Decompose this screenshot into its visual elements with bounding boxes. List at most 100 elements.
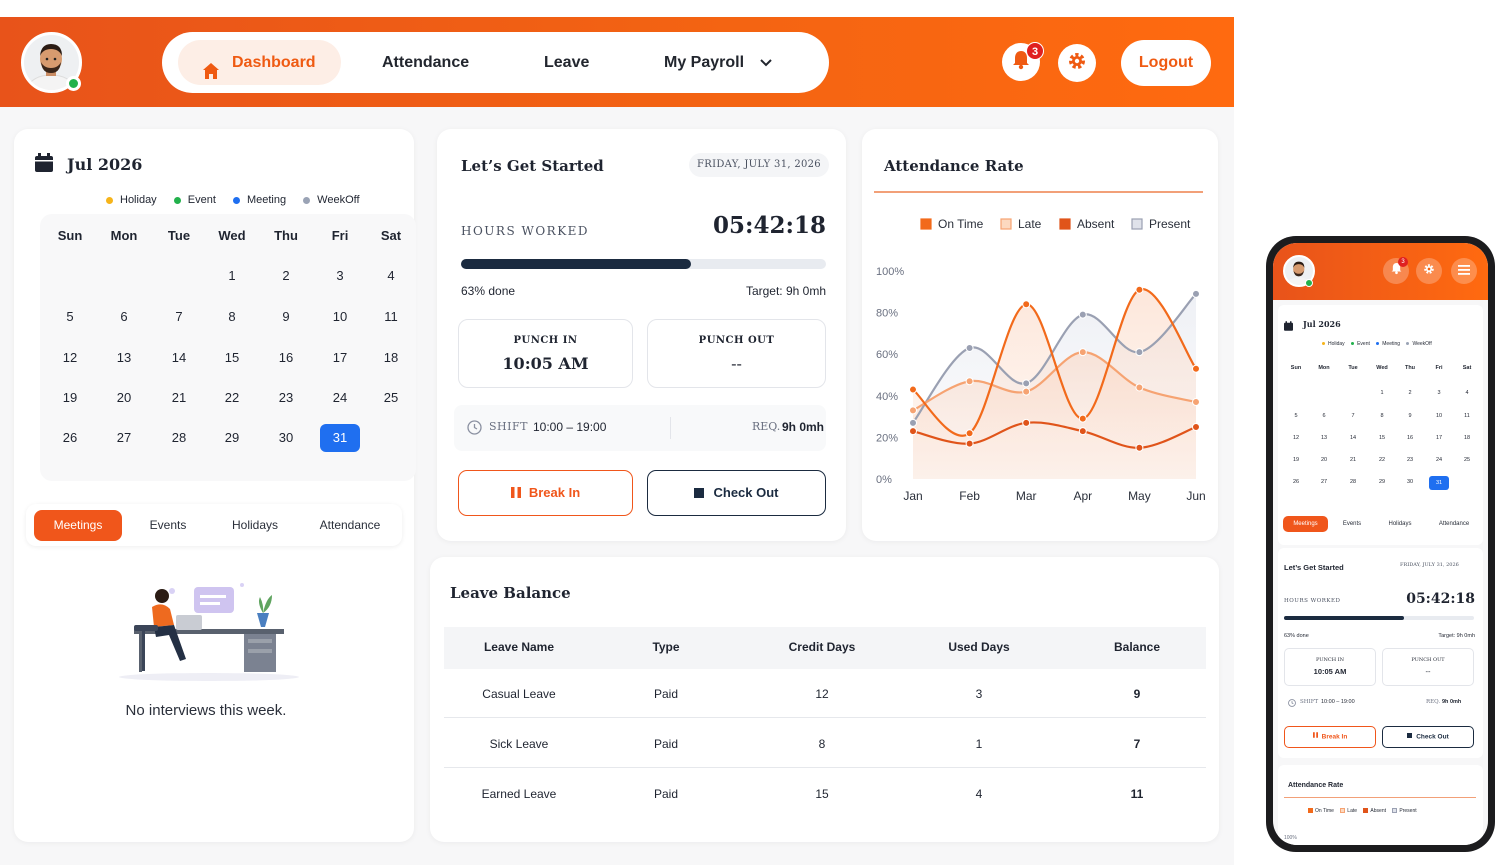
mobile-calendar-day[interactable]: 5 (1294, 413, 1298, 419)
mobile-calendar-day-selected[interactable]: 31 (1429, 476, 1449, 490)
mobile-calendar-day[interactable]: 30 (1406, 479, 1414, 485)
tab-holidays[interactable]: Holidays (231, 518, 279, 532)
calendar-day[interactable]: 7 (175, 309, 183, 324)
calendar-day[interactable]: 4 (387, 268, 395, 283)
data-point (1192, 398, 1200, 407)
calendar-day[interactable]: 5 (66, 309, 74, 324)
mobile-calendar-day[interactable]: 9 (1408, 413, 1412, 419)
nav-attendance[interactable]: Attendance (382, 54, 470, 71)
calendar-day[interactable]: 10 (332, 309, 348, 324)
calendar-day[interactable]: 21 (171, 390, 187, 405)
mobile-break-in-button[interactable]: Break In (1284, 726, 1376, 748)
mobile-calendar-day[interactable]: 18 (1463, 435, 1471, 441)
mobile-calendar-day[interactable]: 24 (1435, 457, 1443, 463)
req-value: 9h 0mh (782, 420, 825, 434)
calendar-day[interactable]: 25 (383, 390, 399, 405)
mobile-calendar-day[interactable]: 27 (1320, 479, 1328, 485)
mobile-calendar-day[interactable]: 26 (1292, 479, 1300, 485)
settings-button[interactable] (1058, 44, 1096, 82)
mobile-tab-meetings[interactable]: Meetings (1283, 516, 1328, 532)
data-point (965, 377, 974, 386)
mobile-calendar-day[interactable]: 1 (1380, 390, 1384, 396)
nav-dashboard[interactable]: Dashboard (178, 40, 341, 85)
calendar-day[interactable]: 2 (282, 268, 290, 283)
x-tick-label: Apr (1073, 489, 1092, 503)
calendar-day[interactable]: 24 (332, 390, 348, 405)
calendar-day[interactable]: 28 (171, 430, 187, 445)
desktop-dashboard: Dashboard Attendance Leave My Payroll 3 … (0, 17, 1234, 865)
calendar-day[interactable]: 16 (278, 350, 294, 365)
calendar-day[interactable]: 23 (278, 390, 294, 405)
mobile-punch-in-box: PUNCH IN 10:05 AM (1284, 648, 1376, 686)
mobile-menu-button[interactable] (1451, 258, 1477, 284)
calendar-legend: Holiday Event Meeting WeekOff (106, 194, 360, 206)
mobile-tab-holidays[interactable]: Holidays (1388, 521, 1412, 527)
calendar-day[interactable]: 26 (62, 430, 78, 445)
bell-icon (1012, 50, 1030, 75)
calendar-day[interactable]: 30 (278, 430, 294, 445)
mobile-calendar-day[interactable]: 20 (1320, 457, 1328, 463)
mobile-calendar-day[interactable]: 11 (1464, 413, 1470, 419)
calendar-day[interactable]: 19 (62, 390, 78, 405)
mobile-calendar-day[interactable]: 16 (1406, 435, 1414, 441)
calendar-day[interactable]: 13 (116, 350, 132, 365)
calendar-day[interactable]: 3 (336, 268, 344, 283)
calendar-day[interactable]: 12 (62, 350, 78, 365)
calendar-day[interactable]: 18 (383, 350, 399, 365)
logout-button[interactable]: Logout (1121, 40, 1211, 86)
calendar-day[interactable]: 6 (120, 309, 128, 324)
calendar-day[interactable]: 15 (224, 350, 240, 365)
mobile-calendar-day[interactable]: 23 (1406, 457, 1414, 463)
nav-payroll[interactable]: My Payroll (664, 32, 773, 93)
mobile-check-out-button[interactable]: Check Out (1382, 726, 1474, 748)
mobile-calendar-day[interactable]: 17 (1435, 435, 1443, 441)
avatar[interactable] (21, 32, 82, 93)
weekday-header: Sun (57, 228, 83, 243)
mobile-tab-attendance[interactable]: Attendance (1438, 521, 1470, 527)
calendar-day[interactable]: 27 (116, 430, 132, 445)
mobile-calendar-day[interactable]: 22 (1378, 457, 1386, 463)
calendar-day-selected[interactable]: 31 (320, 424, 360, 452)
calendar-day[interactable]: 14 (171, 350, 187, 365)
calendar-day[interactable]: 11 (384, 309, 398, 324)
mobile-calendar-day[interactable]: 15 (1378, 435, 1386, 441)
mobile-calendar-day[interactable]: 10 (1435, 413, 1443, 419)
nav-leave[interactable]: Leave (544, 54, 590, 71)
break-in-button[interactable]: Break In (458, 470, 633, 516)
mobile-calendar-day[interactable]: 2 (1408, 390, 1412, 396)
leave-table-cell: 8 (818, 737, 826, 751)
mobile-calendar-day[interactable]: 7 (1351, 413, 1355, 419)
leave-table-cell: 11 (1130, 787, 1144, 801)
calendar-day[interactable]: 17 (332, 350, 348, 365)
mobile-tab-events[interactable]: Events (1342, 521, 1362, 527)
check-out-button[interactable]: Check Out (647, 470, 826, 516)
tab-meetings[interactable]: Meetings (34, 510, 122, 541)
mobile-calendar-day[interactable]: 28 (1349, 479, 1357, 485)
y-tick-label: 20% (876, 432, 898, 444)
mobile-calendar-day[interactable]: 29 (1378, 479, 1386, 485)
calendar-day[interactable]: 22 (224, 390, 240, 405)
mobile-calendar-day[interactable]: 19 (1292, 457, 1300, 463)
punch-out-box: PUNCH OUT -- (647, 319, 826, 388)
calendar-day[interactable]: 8 (228, 309, 236, 324)
mobile-calendar-day[interactable]: 3 (1437, 390, 1441, 396)
leave-table-cell: 4 (975, 787, 983, 801)
mobile-calendar-day[interactable]: 8 (1380, 413, 1384, 419)
mobile-calendar-day[interactable]: 4 (1465, 390, 1469, 396)
mobile-calendar-day[interactable]: 13 (1320, 435, 1328, 441)
mobile-calendar-card: Jul 2026 Holiday Event Meeting WeekOff S… (1278, 305, 1483, 545)
calendar-day[interactable]: 1 (228, 268, 236, 283)
mobile-settings-button[interactable] (1416, 258, 1442, 284)
mobile-calendar-day[interactable]: 6 (1322, 413, 1326, 419)
mobile-calendar-day[interactable]: 14 (1349, 435, 1357, 441)
mobile-calendar-day[interactable]: 25 (1463, 457, 1471, 463)
calendar-day[interactable]: 20 (116, 390, 132, 405)
mobile-calendar-day[interactable]: 12 (1292, 435, 1300, 441)
mobile-calendar-day[interactable]: 21 (1349, 457, 1357, 463)
calendar-day[interactable]: 29 (224, 430, 240, 445)
calendar-day[interactable]: 9 (282, 309, 290, 324)
tab-events[interactable]: Events (149, 518, 187, 532)
tab-attendance[interactable]: Attendance (319, 518, 381, 532)
x-tick-label: Feb (959, 489, 980, 503)
leave-table-cell: 15 (815, 787, 829, 801)
